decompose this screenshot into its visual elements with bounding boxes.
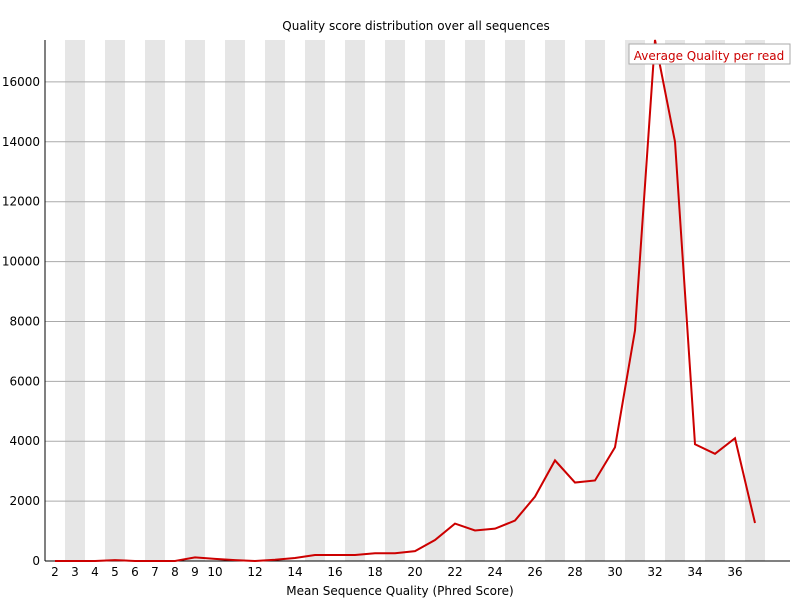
band [105,40,125,561]
band [745,40,765,561]
x-tick-label: 20 [407,565,422,579]
x-tick-labels: 2 3 4 5 6 7 8 9 10 12 14 16 18 20 22 24 26 28 30 32 34 36 [51,565,742,579]
x-tick-label: 24 [487,565,502,579]
legend: Average Quality per read [628,43,791,65]
x-tick-label: 16 [327,565,342,579]
band [705,40,725,561]
chart-title: Quality score distribution over all sequ… [282,19,549,33]
x-tick-label: 6 [131,565,139,579]
y-tick-label: 12000 [2,195,40,209]
series-line-average-quality [55,39,756,563]
x-tick-label: 10 [207,565,222,579]
band [345,40,365,561]
y-tick-label: 6000 [9,374,40,388]
band [625,40,645,561]
x-tick-label: 14 [287,565,302,579]
y-tick-label: 10000 [2,255,40,269]
x-tick-label: 7 [151,565,159,579]
band [145,40,165,561]
y-tick-label: 4000 [9,434,40,448]
band [65,40,85,561]
x-tick-label: 34 [687,565,702,579]
x-tick-label: 4 [91,565,99,579]
x-tick-label: 12 [247,565,262,579]
band [385,40,405,561]
y-tick-label: 16000 [2,75,40,89]
legend-item-average-quality: Average Quality per read [634,49,785,63]
x-tick-label: 3 [71,565,79,579]
y-tick-label: 8000 [9,314,40,328]
x-tick-label: 5 [111,565,119,579]
band [665,40,685,561]
x-tick-label: 2 [51,565,59,579]
alternating-bands [65,40,765,561]
band [425,40,445,561]
band [585,40,605,561]
band [265,40,285,561]
band [305,40,325,561]
x-tick-label: 8 [171,565,179,579]
x-tick-label: 30 [607,565,622,579]
y-tick-label: 0 [32,554,40,568]
horizontal-gridlines [45,81,790,502]
band [505,40,525,561]
x-tick-label: 18 [367,565,382,579]
x-axis-title: Mean Sequence Quality (Phred Score) [286,584,514,598]
y-tick-label: 2000 [9,494,40,508]
x-tick-label: 26 [527,565,542,579]
y-tick-labels: 0 2000 4000 6000 8000 10000 12000 14000 16000 [2,75,40,568]
x-tick-label: 36 [727,565,742,579]
x-tick-label: 32 [647,565,662,579]
band [185,40,205,561]
x-tick-label: 28 [567,565,582,579]
band [465,40,485,561]
y-tick-label: 14000 [2,135,40,149]
band [545,40,565,561]
x-tick-label: 9 [191,565,199,579]
band [225,40,245,561]
x-tick-label: 22 [447,565,462,579]
